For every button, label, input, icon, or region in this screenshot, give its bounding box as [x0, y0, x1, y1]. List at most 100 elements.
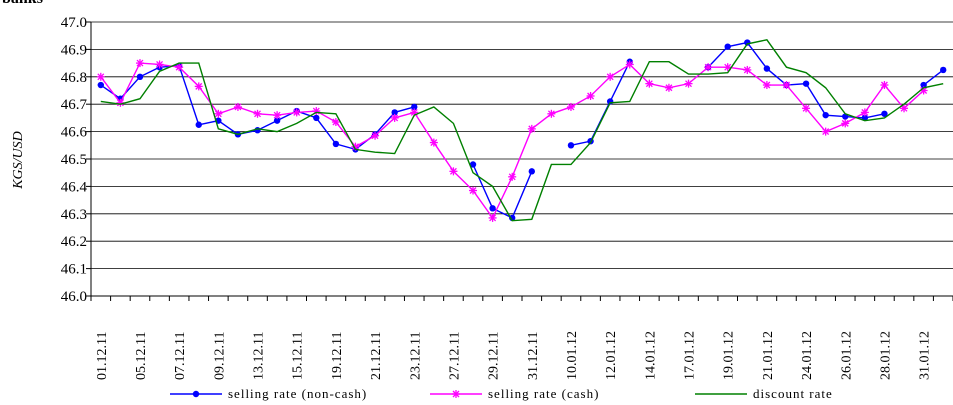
marker-stroke — [567, 103, 575, 111]
x-tick-label: 26.01.12 — [839, 331, 854, 380]
data-point — [940, 66, 947, 74]
data-point — [233, 102, 242, 111]
data-point — [452, 390, 460, 398]
x-tick-label: 21.01.12 — [761, 331, 776, 380]
data-point — [273, 111, 282, 120]
x-tick-label: 21.12.11 — [369, 332, 384, 380]
data-point — [175, 63, 184, 72]
data-point — [155, 60, 164, 69]
data-point — [135, 59, 144, 68]
series-selling-rate-cash — [96, 59, 928, 222]
marker-stroke — [352, 143, 359, 151]
data-point — [841, 119, 850, 128]
y-axis-label: KGS/USD — [11, 131, 26, 190]
data-point — [802, 80, 810, 87]
y-tick-label: 46.1 — [61, 262, 87, 278]
data-point — [292, 108, 301, 117]
data-point — [920, 81, 927, 89]
y-tick-label: 46.3 — [61, 207, 87, 223]
series-discount-rate — [100, 39, 944, 222]
x-tick-label: 14.01.12 — [643, 331, 658, 380]
marker-stroke — [900, 104, 908, 112]
marker-stroke — [645, 80, 653, 88]
series-line — [707, 41, 885, 119]
marker-stroke — [743, 66, 751, 74]
marker-stroke — [156, 61, 164, 68]
data-point — [429, 138, 438, 147]
x-tick-label: 10.01.12 — [565, 331, 580, 380]
x-tick-label: 13.12.11 — [252, 332, 267, 380]
series-line — [923, 69, 944, 86]
y-tick-label: 46.6 — [61, 125, 88, 141]
marker-stroke — [508, 173, 516, 181]
data-point — [488, 213, 497, 222]
data-point — [136, 73, 144, 81]
data-point — [331, 118, 340, 127]
data-point — [645, 79, 654, 88]
data-point — [391, 109, 398, 116]
marker-stroke — [234, 103, 242, 111]
marker-stroke — [469, 187, 477, 194]
marker-stroke — [410, 108, 418, 116]
y-tick-label: 46.7 — [61, 97, 88, 113]
marker-stroke — [489, 214, 497, 222]
data-point — [704, 63, 713, 72]
marker-stroke — [136, 59, 144, 67]
marker-stroke — [802, 104, 810, 112]
series-line — [100, 65, 415, 151]
series-line — [472, 164, 533, 219]
series-line — [100, 62, 925, 220]
marker-stroke — [626, 61, 634, 68]
data-point — [528, 168, 535, 175]
marker-stroke — [724, 63, 732, 71]
data-point — [97, 81, 104, 89]
data-point — [684, 79, 693, 88]
x-tick-label: 15.12.11 — [291, 332, 306, 380]
data-point — [822, 111, 829, 119]
data-point — [332, 140, 340, 148]
marker-stroke — [214, 110, 222, 118]
marker-stroke — [116, 99, 124, 107]
marker-stroke — [547, 110, 555, 118]
x-tick-label: 19.01.12 — [722, 331, 737, 380]
data-point — [860, 108, 869, 117]
data-point — [508, 172, 517, 181]
x-tick-label: 12.01.12 — [604, 331, 619, 380]
series-group — [96, 39, 947, 222]
marker-stroke — [97, 73, 105, 81]
marker-stroke — [920, 87, 928, 94]
data-point — [214, 109, 223, 118]
data-point — [567, 142, 575, 149]
marker-stroke — [822, 128, 830, 136]
y-tick-label: 46.5 — [61, 152, 87, 168]
x-tick-label: 01.12.11 — [95, 332, 110, 380]
data-point — [253, 109, 262, 118]
data-point — [273, 117, 281, 124]
legend-item: selling rate (non-cash) — [170, 386, 367, 401]
y-tick-labels: 46.0 46.1 46.2 46.3 46.4 46.5 46.6 46.7 46.8 46.9… — [61, 15, 88, 305]
legend: selling rate (non-cash) selling rate (cas… — [170, 386, 832, 401]
data-point — [881, 110, 888, 117]
data-point — [411, 103, 418, 111]
data-point — [195, 121, 202, 128]
marker-stroke — [195, 82, 203, 90]
data-point — [566, 102, 575, 111]
x-tick-label: 07.12.11 — [173, 332, 188, 380]
data-point — [527, 124, 536, 133]
marker-stroke — [685, 80, 692, 88]
data-point — [880, 81, 889, 90]
data-point — [449, 167, 458, 176]
y-tick-label: 46.0 — [61, 289, 87, 305]
data-point — [509, 214, 516, 222]
x-tick-label: 19.12.11 — [330, 332, 345, 380]
axes — [90, 22, 953, 301]
x-tick-labels: 01.12.11 05.12.11 07.12.11 09.12.11 13.12.11… — [95, 331, 933, 380]
marker-stroke — [606, 73, 614, 81]
legend-label: selling rate (non-cash) — [228, 386, 367, 401]
x-tick-label: 24.01.12 — [800, 331, 815, 380]
data-point — [192, 390, 200, 398]
data-point — [606, 72, 615, 81]
data-point — [763, 65, 771, 72]
y-tick-label: 46.2 — [61, 234, 87, 250]
